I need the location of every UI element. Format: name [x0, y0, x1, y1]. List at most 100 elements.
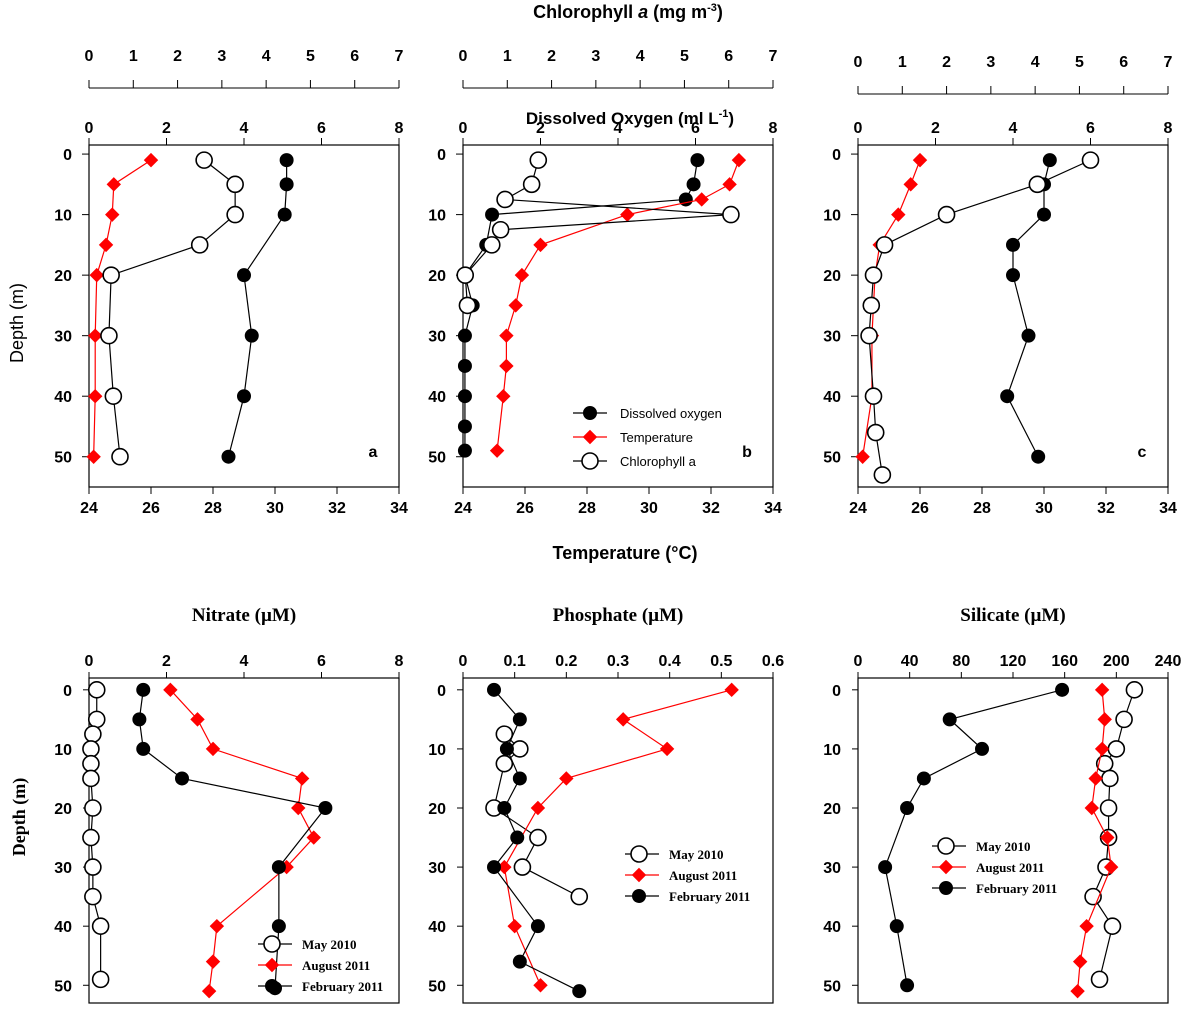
legend: May 2010 August 2011 February 2011 — [258, 935, 383, 994]
oxygen-axis: 0 2 4 6 8 — [85, 120, 404, 145]
tick-label: 2 — [942, 54, 951, 71]
tick-label: 4 — [614, 120, 623, 137]
tick-label: 26 — [911, 500, 929, 517]
tick-label: 80 — [952, 653, 970, 670]
tick-label: 1 — [898, 54, 907, 71]
legend-label: Chlorophyll a — [620, 454, 697, 469]
tick-label: 6 — [1086, 120, 1095, 137]
chlorophyll-axis: 0 1 2 3 4 5 6 7 — [854, 54, 1173, 95]
data-point — [1088, 771, 1103, 786]
tick-label: 40 — [428, 389, 446, 406]
tick-label: 50 — [823, 450, 841, 467]
temperature-axis: 24 26 28 30 32 34 — [80, 487, 408, 517]
data-point — [1107, 740, 1126, 758]
data-point — [1006, 268, 1020, 283]
data-point — [900, 978, 915, 993]
x-axis: 0 2 4 6 8 — [85, 653, 404, 678]
data-point — [87, 710, 106, 729]
chlorophyll-axis-title: Chlorophyll a (mg m-3) — [533, 2, 723, 22]
legend-marker — [631, 867, 647, 883]
data-point — [1094, 741, 1110, 757]
series-february-2011 — [132, 682, 333, 996]
series-temperature — [489, 152, 747, 458]
depth-axis-title-top: Depth (m) — [7, 283, 27, 363]
data-point — [570, 887, 589, 906]
data-point — [937, 205, 956, 224]
tick-label: 0 — [437, 147, 446, 164]
data-point — [722, 177, 737, 192]
data-point — [1084, 800, 1099, 816]
data-point — [1079, 918, 1094, 934]
data-point — [84, 799, 102, 817]
data-point — [1000, 389, 1015, 404]
legend-marker — [264, 957, 280, 973]
legend-label: August 2011 — [302, 958, 370, 973]
tick-label: 0 — [854, 120, 863, 137]
data-point — [900, 801, 915, 815]
tick-label: 24 — [849, 500, 867, 517]
series-may-2010 — [485, 725, 589, 906]
data-point — [1100, 830, 1115, 845]
series-chlorophyll-a — [456, 151, 740, 315]
tick-label: 50 — [54, 978, 72, 995]
data-point — [190, 712, 205, 727]
data-point — [495, 754, 514, 773]
data-point — [529, 828, 547, 847]
tick-label: 0.1 — [504, 653, 526, 670]
panel-letter: c — [1138, 444, 1147, 461]
tick-label: 32 — [1097, 500, 1115, 517]
data-point — [84, 887, 102, 906]
tick-label: 2 — [931, 120, 940, 137]
tick-label: 20 — [823, 801, 841, 818]
data-point — [318, 801, 333, 815]
tick-label: 2 — [547, 48, 556, 65]
panel-title: Nitrate (µM) — [192, 605, 296, 626]
tick-label: 2 — [162, 120, 171, 137]
legend-marker — [937, 837, 955, 855]
data-point — [271, 860, 286, 875]
data-point — [496, 190, 514, 209]
tick-label: 0 — [459, 48, 468, 65]
tick-label: 0 — [437, 683, 446, 700]
data-point — [690, 153, 705, 168]
data-point — [499, 741, 514, 756]
tick-label: 7 — [395, 48, 404, 65]
data-point — [533, 237, 548, 253]
data-point — [507, 918, 522, 934]
tick-label: 6 — [317, 653, 326, 670]
data-point — [84, 725, 102, 743]
data-point — [226, 205, 244, 224]
tick-label: 6 — [1119, 54, 1128, 71]
data-point — [873, 466, 892, 484]
tick-label: 30 — [823, 860, 841, 877]
data-point — [860, 326, 878, 345]
temperature-axis: 24 26 28 30 32 34 — [849, 487, 1177, 517]
data-point — [489, 443, 505, 458]
oxygen-axis: 0 2 4 6 8 — [459, 120, 778, 145]
tick-label: 4 — [1031, 54, 1040, 71]
data-point — [91, 917, 110, 935]
tick-label: 30 — [428, 329, 446, 346]
data-point — [226, 175, 244, 194]
oxygen-axis: 0 2 4 6 8 — [854, 120, 1173, 145]
data-point — [1101, 769, 1119, 788]
legend-label: Temperature — [620, 430, 693, 445]
legend-label: August 2011 — [669, 868, 737, 883]
tick-label: 0 — [832, 683, 841, 700]
tick-label: 34 — [390, 500, 408, 517]
data-point — [1031, 449, 1046, 464]
data-point — [511, 740, 529, 758]
series-may-2010 — [1084, 681, 1144, 989]
data-point — [512, 954, 527, 969]
data-point — [724, 682, 739, 698]
tick-label: 34 — [764, 500, 782, 517]
panel-letter: b — [742, 444, 752, 461]
data-point — [694, 192, 709, 207]
data-point — [105, 207, 120, 222]
data-point — [522, 175, 541, 194]
depth-axis: 0 10 20 30 40 50 — [54, 147, 89, 467]
tick-label: 5 — [1075, 54, 1084, 71]
data-point — [277, 207, 292, 222]
tick-label: 20 — [428, 801, 446, 818]
